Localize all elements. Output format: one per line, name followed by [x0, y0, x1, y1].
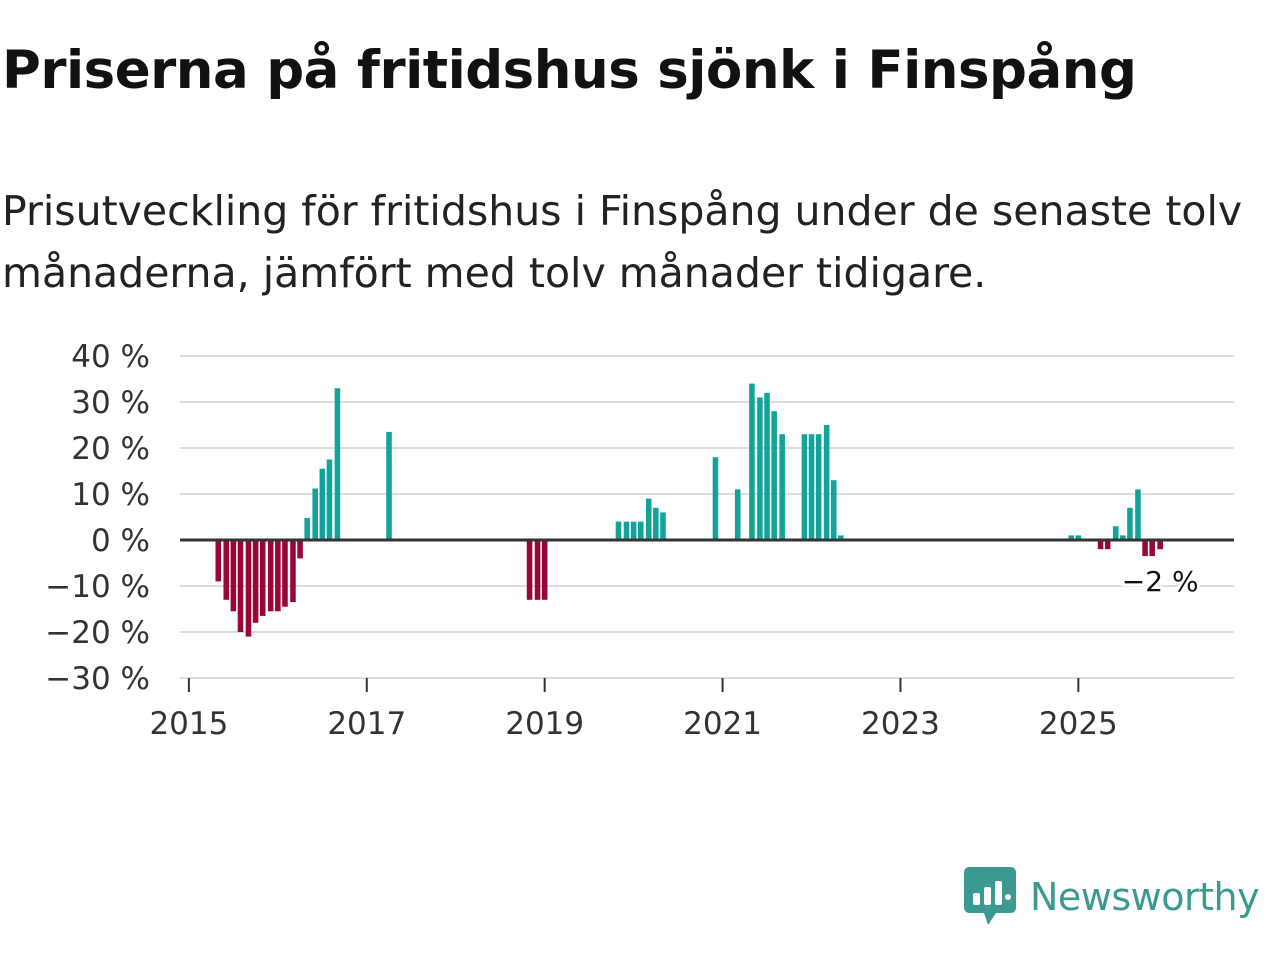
bar [630, 521, 637, 540]
x-tick-label: 2021 [683, 706, 762, 742]
bar [223, 540, 230, 600]
bar-chart: 40 % 30 % 20 % 10 % 0 % −10 % −20 % −30 % 2015 20… [45, 339, 1234, 742]
x-tick-label: 2023 [861, 706, 940, 742]
bar [237, 540, 244, 632]
bar [1112, 526, 1119, 540]
bar [808, 434, 815, 540]
x-tick-label: 2025 [1039, 706, 1118, 742]
axes: 40 % 30 % 20 % 10 % 0 % −10 % −20 % −30 % 2015 20… [45, 339, 1234, 742]
bar [1142, 540, 1148, 557]
bar [252, 540, 259, 623]
bar [1104, 540, 1111, 550]
bar [326, 459, 333, 540]
bar [386, 431, 392, 540]
bar [757, 397, 763, 540]
bar [1097, 540, 1104, 550]
x-tick-label: 2019 [505, 706, 584, 742]
y-tick-label: 20 % [71, 431, 150, 467]
bar [275, 540, 281, 612]
y-tick-label: 40 % [71, 339, 150, 375]
bar [653, 507, 659, 540]
bar [779, 434, 785, 540]
bar [815, 434, 822, 540]
bar [623, 521, 630, 540]
bar [230, 540, 237, 612]
bar [1127, 507, 1133, 540]
y-tick-label: −30 % [45, 661, 150, 697]
bar [312, 488, 318, 540]
bar [801, 434, 808, 540]
bar [1149, 540, 1155, 557]
bar [1157, 540, 1163, 550]
bar [712, 457, 719, 540]
brand-name: Newsworthy [1030, 875, 1260, 919]
bar [267, 540, 274, 612]
bar [749, 383, 755, 540]
bar [830, 480, 837, 540]
bar [541, 540, 548, 600]
bar [1120, 535, 1126, 540]
bar [637, 521, 644, 540]
bar [615, 521, 622, 540]
bar [838, 535, 844, 540]
y-tick-label: 30 % [71, 385, 150, 421]
y-tick-label: 10 % [71, 477, 150, 513]
bar [245, 540, 252, 637]
bar [215, 540, 222, 582]
bar [297, 540, 303, 559]
y-tick-label: −10 % [45, 569, 150, 605]
annotations: −2 % [1119, 562, 1202, 601]
y-tick-label: 0 % [91, 523, 150, 559]
chart-title: Priserna på fritidshus sjönk i Finspång [2, 40, 1137, 101]
bar [290, 540, 296, 603]
bar [823, 425, 830, 540]
bar [734, 489, 741, 540]
bar [259, 540, 266, 616]
newsworthy-logo[interactable]: Newsworthy [964, 866, 1260, 928]
bar [1135, 489, 1141, 540]
bar [1075, 535, 1082, 540]
bar [526, 540, 533, 600]
x-tick-label: 2015 [149, 706, 228, 742]
newsworthy-logo-icon [964, 867, 1016, 925]
bar [660, 512, 666, 540]
bar [764, 392, 770, 540]
y-tick-label: −20 % [45, 615, 150, 651]
bar [1068, 535, 1075, 540]
bars [215, 383, 1163, 637]
bar [282, 540, 288, 607]
x-tick-label: 2017 [327, 706, 406, 742]
bar [304, 517, 310, 540]
bar [319, 468, 326, 540]
bar [645, 498, 652, 540]
bar [334, 388, 341, 540]
bar [771, 411, 777, 540]
chart-subtitle: Prisutveckling för fritidshus i Finspång… [2, 187, 1243, 297]
bar [534, 540, 541, 600]
annotation-label: −2 % [1122, 565, 1199, 598]
